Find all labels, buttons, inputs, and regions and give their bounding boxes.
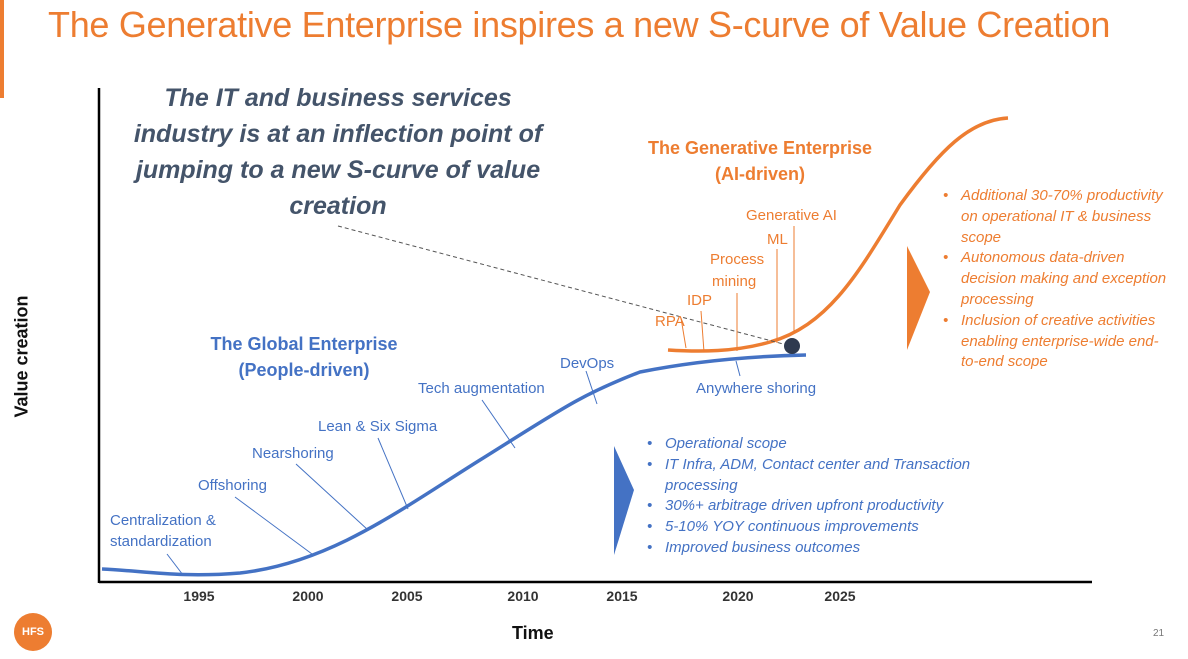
global-bullet: 30%+ arbitrage driven upfront productivi… bbox=[647, 496, 1007, 517]
global-enterprise-title: The Global Enterprise (People-driven) bbox=[194, 331, 414, 383]
global-bullet: IT Infra, ADM, Contact center and Transa… bbox=[647, 455, 1007, 497]
milestone-anywhere-shoring: Anywhere shoring bbox=[696, 380, 817, 397]
leader-nearshoring bbox=[295, 463, 369, 531]
global-bullet: Improved business outcomes bbox=[647, 538, 1007, 559]
year-label: 2020 bbox=[722, 588, 754, 604]
global-enterprise-bullets: Operational scope IT Infra, ADM, Contact… bbox=[647, 434, 1007, 559]
page-number: 21 bbox=[1153, 628, 1165, 639]
inflection-callout: The IT and business services industry is… bbox=[133, 84, 543, 220]
global-bullet: 5-10% YOY continuous improvements bbox=[647, 517, 1007, 538]
generative-bullet: Autonomous data-driven decision making a… bbox=[943, 248, 1168, 310]
leader-centralization bbox=[166, 553, 184, 576]
milestone-generative-ai: Generative AI bbox=[746, 207, 837, 224]
global-enterprise-title-line2: (People-driven) bbox=[238, 360, 370, 380]
year-label: 2025 bbox=[824, 588, 856, 604]
year-label: 1995 bbox=[183, 588, 215, 604]
hfs-logo: HFS bbox=[14, 613, 52, 651]
generative-enterprise-curve bbox=[667, 116, 1009, 353]
accent-bar bbox=[0, 0, 4, 98]
milestone-devops: DevOps bbox=[560, 355, 615, 372]
milestone-centralization-line2: standardization bbox=[110, 533, 212, 550]
generative-bullet: Additional 30-70% productivity on operat… bbox=[943, 186, 1168, 248]
x-axis-title: Time bbox=[512, 623, 554, 643]
generative-enterprise-title-line1: The Generative Enterprise bbox=[647, 138, 873, 158]
milestone-ml: ML bbox=[767, 231, 788, 248]
milestone-tech-augmentation: Tech augmentation bbox=[418, 380, 545, 397]
leader-anywhere-shoring bbox=[735, 360, 741, 377]
milestone-process-mining-line1: Process bbox=[710, 251, 765, 268]
milestone-rpa: RPA bbox=[655, 313, 685, 330]
generative-enterprise-title: The Generative Enterprise (AI-driven) bbox=[630, 135, 890, 187]
global-enterprise-title-line1: The Global Enterprise bbox=[210, 334, 398, 354]
leader-lean bbox=[377, 437, 409, 510]
year-label: 2000 bbox=[292, 588, 324, 604]
global-enterprise-curve bbox=[101, 353, 807, 577]
global-bullet: Operational scope bbox=[647, 434, 1007, 455]
leader-devops bbox=[585, 370, 598, 405]
year-label: 2005 bbox=[391, 588, 423, 604]
milestone-process-mining-line2: mining bbox=[712, 273, 757, 290]
orange-chevron bbox=[907, 246, 930, 350]
callout-pointer-line bbox=[337, 225, 788, 346]
milestone-nearshoring: Nearshoring bbox=[252, 445, 334, 462]
slide-title: The Generative Enterprise inspires a new… bbox=[48, 4, 1111, 45]
leader-rpa bbox=[680, 317, 687, 349]
milestone-idp: IDP bbox=[687, 292, 713, 309]
generative-enterprise-bullets: Additional 30-70% productivity on operat… bbox=[943, 186, 1168, 373]
inflection-point-marker bbox=[784, 338, 800, 354]
milestone-offshoring: Offshoring bbox=[198, 477, 267, 494]
leader-offshoring bbox=[234, 496, 313, 555]
year-label: 2010 bbox=[507, 588, 539, 604]
milestone-centralization-line1: Centralization & bbox=[110, 512, 216, 529]
milestone-lean-six-sigma: Lean & Six Sigma bbox=[318, 418, 438, 435]
leader-idp bbox=[700, 310, 705, 353]
leader-tech-augmentation bbox=[481, 399, 516, 449]
y-axis-title: Value creation bbox=[11, 295, 32, 418]
year-label: 2015 bbox=[606, 588, 638, 604]
generative-bullet: Inclusion of creative activities enablin… bbox=[943, 311, 1168, 373]
generative-enterprise-title-line2: (AI-driven) bbox=[715, 164, 805, 184]
blue-chevron bbox=[614, 446, 634, 555]
